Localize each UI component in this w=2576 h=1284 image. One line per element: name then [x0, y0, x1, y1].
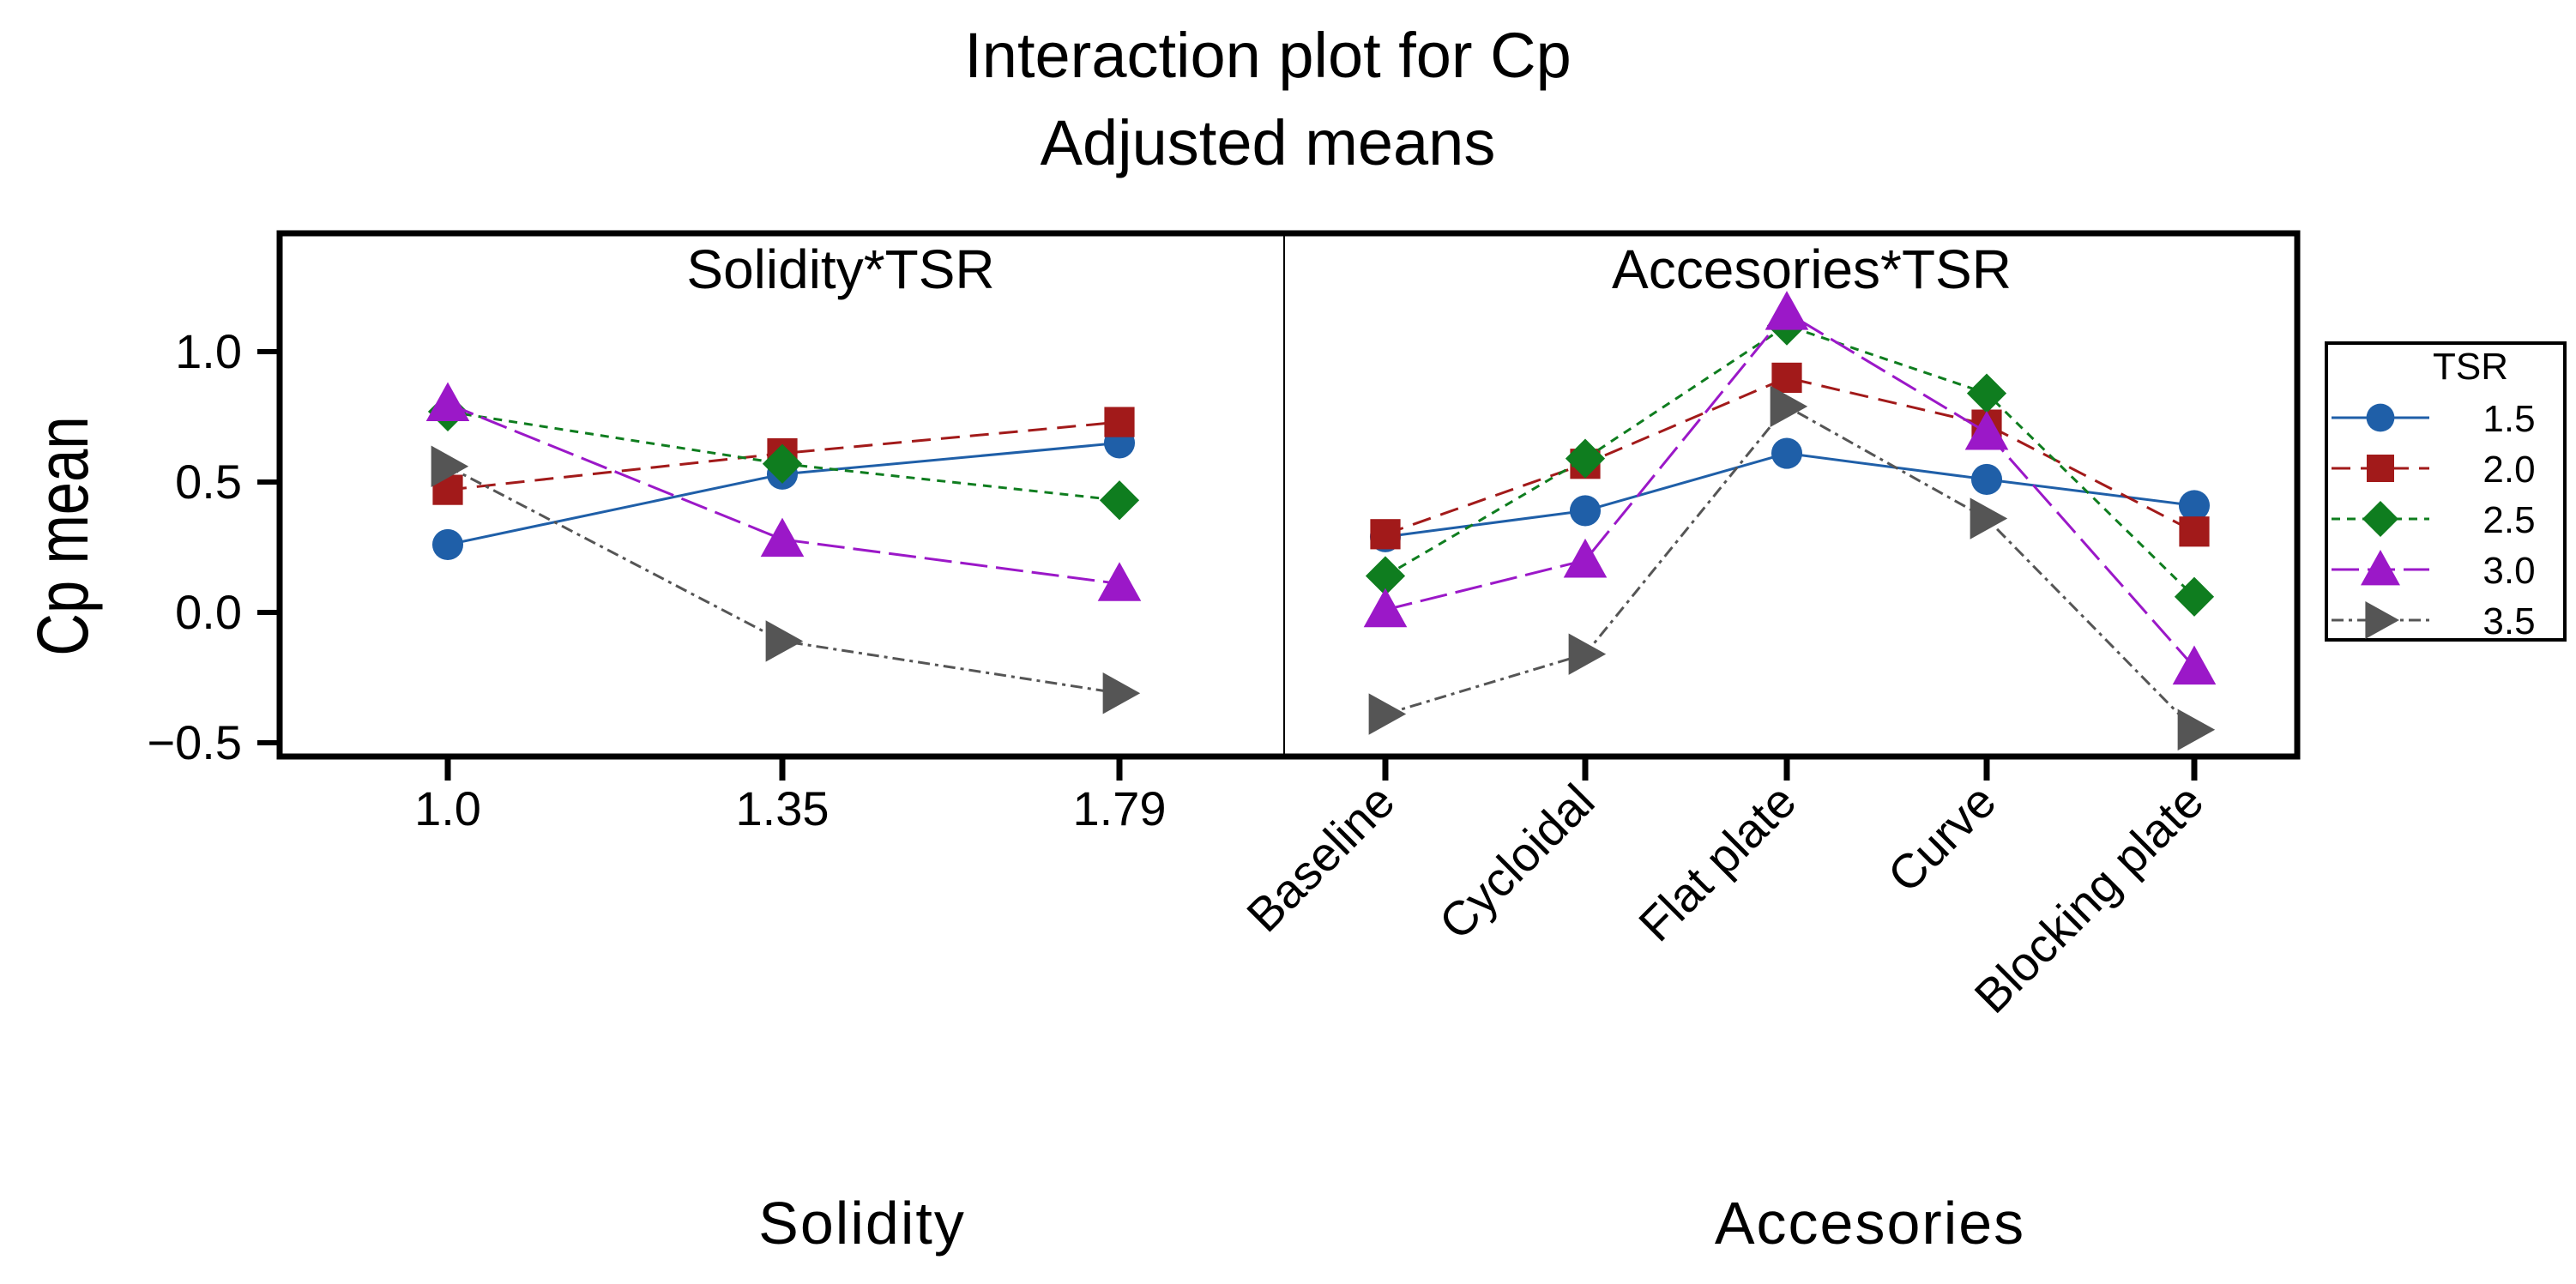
data-point-tsr-3.5	[2177, 708, 2216, 751]
y-tick-label: 1.0	[175, 324, 242, 378]
y-axis: −0.5 0.0 0.5 1.0	[147, 324, 280, 769]
legend-label: 1.5	[2482, 398, 2535, 440]
y-tick-label: 0.0	[175, 585, 242, 639]
data-point-tsr-3.0	[1097, 562, 1142, 601]
data-point-tsr-2.0	[1771, 362, 1802, 393]
data-point-tsr-2.0	[1104, 407, 1135, 437]
series-group-solidity	[425, 382, 1142, 714]
data-point-tsr-3.0	[1563, 538, 1608, 578]
x-tick-label: Cycloidal	[1428, 774, 1604, 949]
legend-marker	[2367, 455, 2394, 482]
data-point-tsr-3.0	[1964, 410, 2009, 450]
y-tick-label: 0.5	[175, 455, 242, 509]
series-line-tsr-3.5	[1385, 404, 2196, 731]
x-tick-label: 1.79	[1073, 781, 1167, 835]
panel-title-solidity: Solidity*TSR	[686, 238, 994, 300]
data-point-tsr-2.5	[2174, 576, 2215, 617]
legend: TSR 1.5 2.0 2.5 3.0 3.5	[2325, 341, 2567, 642]
x-tick-label: 1.0	[414, 781, 481, 835]
chart-subtitle: Adjusted means	[1041, 107, 1496, 178]
data-point-tsr-3.5	[765, 620, 804, 662]
data-point-tsr-3.0	[425, 382, 470, 422]
data-point-tsr-3.5	[1970, 497, 2008, 540]
x-tick-label: Baseline	[1236, 774, 1404, 942]
data-point-tsr-3.5	[1770, 385, 1808, 428]
data-point-tsr-2.5	[1565, 438, 1606, 479]
data-point-tsr-3.5	[431, 445, 469, 487]
data-point-tsr-3.5	[1368, 693, 1407, 735]
series-line-tsr-2.5	[447, 410, 1120, 502]
x-axis-label-accesories: Accesories	[1715, 1190, 2025, 1257]
legend-label: 2.5	[2482, 499, 2535, 541]
data-point-tsr-3.0	[2172, 645, 2217, 685]
data-point-tsr-3.5	[1102, 672, 1141, 714]
data-point-tsr-2.0	[2179, 516, 2210, 547]
data-point-tsr-2.5	[762, 443, 803, 484]
data-point-tsr-3.0	[1765, 291, 1809, 330]
series-line-tsr-2.5	[1385, 323, 2196, 598]
x-axis-solidity: 1.0 1.35 1.79	[414, 757, 1167, 835]
data-point-tsr-2.5	[1365, 556, 1406, 596]
chart-title: Interaction plot for Cp	[964, 20, 1571, 91]
x-axis-accesories: Baseline Cycloidal Flat plate CurveBlocking…	[1236, 757, 2213, 1023]
legend-label: 3.5	[2482, 600, 2535, 642]
series-group-accesories	[1363, 291, 2217, 751]
data-point-tsr-2.5	[1099, 480, 1140, 521]
legend-marker	[2361, 550, 2400, 586]
x-tick-label: Curve	[1877, 774, 2006, 902]
data-point-tsr-1.5	[1569, 495, 1602, 527]
x-tick-label: 1.35	[736, 781, 830, 835]
data-point-tsr-3.5	[1568, 633, 1607, 675]
y-tick-label: −0.5	[147, 715, 242, 769]
data-point-tsr-1.5	[431, 528, 464, 561]
data-point-tsr-2.0	[1370, 519, 1401, 550]
legend-box	[2325, 341, 2567, 642]
data-point-tsr-1.5	[1970, 463, 2003, 496]
series-line-tsr-3.5	[447, 465, 1120, 695]
x-tick-label: Flat plate	[1628, 774, 1806, 951]
data-point-tsr-2.5	[1966, 373, 2007, 413]
data-point-tsr-1.5	[1771, 437, 1803, 469]
legend-label: 3.0	[2482, 550, 2535, 592]
data-point-tsr-1.5	[2178, 490, 2211, 521]
data-point-tsr-3.0	[1363, 588, 1408, 628]
legend-marker	[2365, 601, 2399, 639]
legend-marker	[2366, 403, 2395, 432]
data-point-tsr-3.0	[760, 517, 805, 558]
legend-title: TSR	[2433, 346, 2508, 388]
y-axis-label: Cp mean	[23, 416, 104, 655]
legend-marker	[2362, 501, 2398, 537]
panel-title-accesories: Accesories*TSR	[1612, 238, 2012, 300]
x-axis-label-solidity: Solidity	[758, 1190, 966, 1257]
plot-frame	[276, 230, 2301, 760]
legend-label: 2.0	[2482, 449, 2535, 491]
